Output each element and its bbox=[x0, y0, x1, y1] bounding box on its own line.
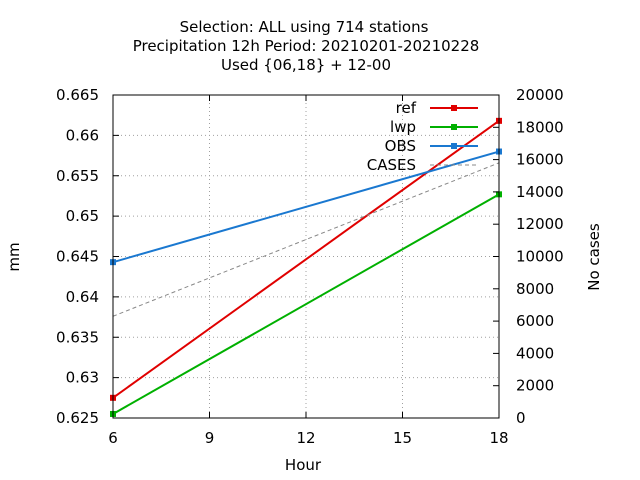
y2-tick-label: 4000 bbox=[516, 344, 554, 362]
y-tick-label: 0.66 bbox=[66, 126, 99, 144]
y2-tick-label: 8000 bbox=[516, 280, 554, 298]
y-tick-label: 0.645 bbox=[56, 248, 99, 266]
y2-tick-label: 6000 bbox=[516, 312, 554, 330]
y-axis-label: mm bbox=[5, 242, 23, 271]
y2-tick-label: 18000 bbox=[516, 118, 564, 136]
y2-tick-label: 10000 bbox=[516, 248, 564, 266]
y-tick-label: 0.665 bbox=[56, 86, 99, 104]
y2-tick-label: 20000 bbox=[516, 86, 564, 104]
x-tick-label: 9 bbox=[205, 429, 215, 447]
y2-tick-label: 2000 bbox=[516, 377, 554, 395]
x-tick-label: 6 bbox=[108, 429, 118, 447]
ticks: 6 9 12 15 18 0.625 0.63 0.635 0.64 0.645 0.65 0.655… bbox=[56, 86, 564, 447]
y-tick-label: 0.64 bbox=[66, 288, 99, 306]
grid bbox=[113, 95, 499, 418]
y-tick-label: 0.635 bbox=[56, 328, 99, 346]
y2-tick-label: 14000 bbox=[516, 183, 564, 201]
y-tick-label: 0.655 bbox=[56, 167, 99, 185]
legend-label-ref: ref bbox=[396, 99, 417, 117]
legend-marker-ref bbox=[451, 105, 457, 111]
x-axis-label: Hour bbox=[285, 456, 322, 474]
y2-axis-label: No cases bbox=[585, 223, 603, 291]
x-tick-label: 18 bbox=[489, 429, 508, 447]
legend-label-lwp: lwp bbox=[390, 118, 416, 136]
series-line-obs bbox=[112, 150, 500, 264]
title-line-3: Used {06,18} + 12-00 bbox=[221, 56, 391, 74]
y-tick-label: 0.63 bbox=[66, 369, 99, 387]
legend-marker-lwp bbox=[451, 124, 457, 130]
title-line-2: Precipitation 12h Period: 20210201-20210… bbox=[133, 37, 480, 55]
legend-label-obs: OBS bbox=[385, 137, 416, 155]
series-line-lwp bbox=[112, 193, 500, 415]
series-line-cases bbox=[112, 162, 500, 317]
legend-marker-obs bbox=[451, 143, 457, 149]
series-layer bbox=[110, 117, 502, 417]
legend-label-cases: CASES bbox=[367, 156, 416, 174]
x-tick-label: 12 bbox=[296, 429, 315, 447]
y-tick-label: 0.65 bbox=[66, 207, 99, 225]
y2-tick-label: 16000 bbox=[516, 151, 564, 169]
y2-tick-label: 0 bbox=[516, 409, 526, 427]
x-tick-label: 15 bbox=[393, 429, 412, 447]
title-line-1: Selection: ALL using 714 stations bbox=[180, 18, 429, 36]
chart-title: Selection: ALL using 714 stations Precip… bbox=[133, 18, 480, 74]
series-line-ref bbox=[112, 120, 500, 399]
y2-tick-label: 12000 bbox=[516, 215, 564, 233]
y-tick-label: 0.625 bbox=[56, 409, 99, 427]
